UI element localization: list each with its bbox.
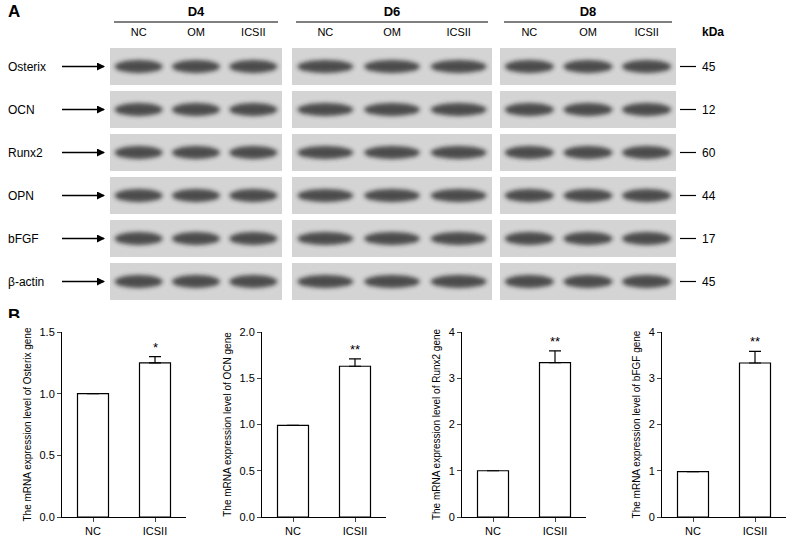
svg-text:NC: NC <box>317 26 333 38</box>
svg-text:2: 2 <box>649 418 655 430</box>
svg-text:Osterix: Osterix <box>8 60 46 74</box>
svg-text:OCN: OCN <box>8 103 35 117</box>
svg-text:ICSII: ICSII <box>241 26 265 38</box>
svg-text:45: 45 <box>702 60 716 74</box>
svg-text:ICSII: ICSII <box>543 525 567 537</box>
svg-text:OPN: OPN <box>8 189 34 203</box>
html-text:A: A <box>8 2 21 21</box>
svg-text:**: ** <box>750 334 760 349</box>
svg-text:The mRNA expression level of O: The mRNA expression level of Osterix gen… <box>22 327 33 521</box>
svg-text:1.5: 1.5 <box>40 326 55 338</box>
svg-text:ICSII: ICSII <box>143 525 167 537</box>
svg-text:bFGF: bFGF <box>8 232 39 246</box>
svg-text:0.5: 0.5 <box>240 465 255 477</box>
svg-text:OM: OM <box>383 26 401 38</box>
svg-text:0: 0 <box>449 511 455 523</box>
svg-text:3: 3 <box>649 372 655 384</box>
svg-text:**: ** <box>350 342 360 357</box>
svg-text:β-actin: β-actin <box>8 275 44 289</box>
svg-text:1.5: 1.5 <box>240 372 255 384</box>
svg-text:NC: NC <box>85 525 101 537</box>
svg-text:D8: D8 <box>580 4 597 19</box>
svg-text:NC: NC <box>285 525 301 537</box>
svg-text:ICSII: ICSII <box>634 26 658 38</box>
svg-text:The mRNA expression level of R: The mRNA expression level of Runx2 gene <box>431 328 442 520</box>
svg-text:OM: OM <box>579 26 597 38</box>
svg-text:*: * <box>153 340 158 355</box>
svg-text:Runx2: Runx2 <box>8 146 43 160</box>
svg-text:ICSII: ICSII <box>743 525 767 537</box>
svg-text:1.0: 1.0 <box>40 388 55 400</box>
svg-text:The mRNA expression level of b: The mRNA expression level of bFGF gene <box>631 330 642 518</box>
svg-text:44: 44 <box>702 189 716 203</box>
svg-text:45: 45 <box>702 275 716 289</box>
svg-text:0.0: 0.0 <box>240 511 255 523</box>
html-text:B: B <box>8 306 21 325</box>
svg-text:D4: D4 <box>188 4 205 19</box>
svg-text:**: ** <box>550 334 560 349</box>
svg-text:4: 4 <box>449 326 455 338</box>
svg-text:17: 17 <box>702 232 716 246</box>
svg-text:NC: NC <box>131 26 147 38</box>
svg-text:3: 3 <box>449 372 455 384</box>
svg-text:NC: NC <box>485 525 501 537</box>
svg-text:D6: D6 <box>384 4 401 19</box>
svg-text:60: 60 <box>702 146 716 160</box>
svg-text:2: 2 <box>449 418 455 430</box>
svg-text:0.5: 0.5 <box>40 449 55 461</box>
svg-text:0.0: 0.0 <box>40 511 55 523</box>
svg-text:12: 12 <box>702 103 716 117</box>
svg-text:ICSII: ICSII <box>343 525 367 537</box>
svg-text:OM: OM <box>187 26 205 38</box>
svg-text:0: 0 <box>649 511 655 523</box>
svg-text:NC: NC <box>685 525 701 537</box>
svg-text:kDa: kDa <box>702 25 724 39</box>
svg-text:1: 1 <box>449 465 455 477</box>
svg-text:1: 1 <box>649 465 655 477</box>
svg-text:1.0: 1.0 <box>240 418 255 430</box>
svg-text:2.0: 2.0 <box>240 326 255 338</box>
svg-text:4: 4 <box>649 326 655 338</box>
svg-text:The mRNA expression level of O: The mRNA expression level of OCN gene <box>222 332 233 517</box>
svg-text:NC: NC <box>521 26 537 38</box>
svg-text:ICSII: ICSII <box>446 26 470 38</box>
